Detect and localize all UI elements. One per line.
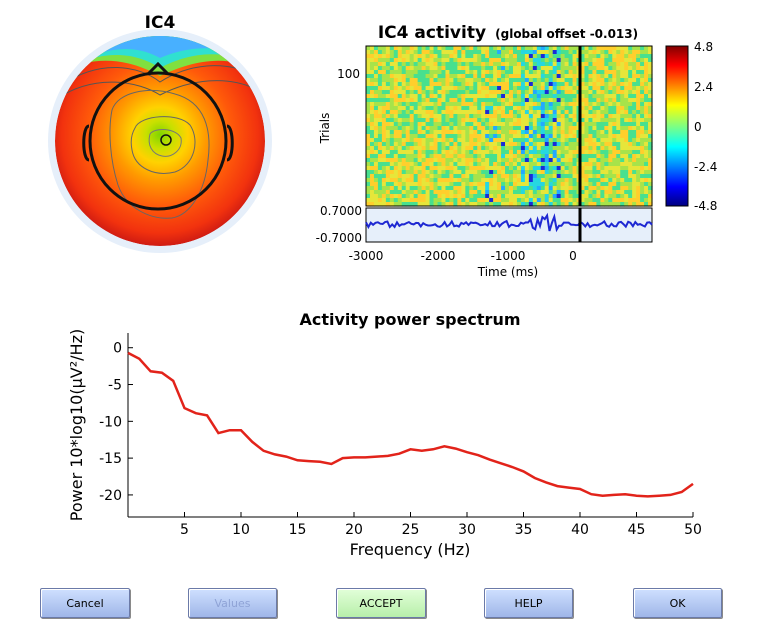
spectrum-xtick-label: 45 — [628, 522, 646, 538]
erp-ylabel: Trials — [318, 113, 332, 145]
cancel-button[interactable]: Cancel — [40, 588, 130, 618]
erp-title-sub: (global offset -0.013) — [495, 27, 638, 41]
erp-title: IC4 activity (global offset -0.013) — [378, 23, 638, 43]
spectrum-xtick-label: 40 — [571, 522, 589, 538]
erp-image-plot — [366, 46, 653, 207]
spectrum-xtick-label: 15 — [289, 522, 307, 538]
trace-tick-bottom: -0.7000 — [316, 231, 362, 245]
values-button[interactable]: Values — [188, 588, 277, 618]
colorbar-tick-2: 0 — [694, 120, 702, 134]
scalp-topography-map — [48, 29, 272, 253]
colorbar-tick-3: -2.4 — [694, 160, 717, 174]
spectrum-ytick-label: -10 — [99, 414, 122, 430]
erp-trace-plot — [365, 207, 653, 243]
erp-xlabel: Time (ms) — [477, 265, 539, 279]
spectrum-xtick-label: 25 — [402, 522, 420, 538]
colorbar-tick-1: 2.4 — [694, 80, 713, 94]
erp-xtick-0: -3000 — [349, 249, 384, 263]
spectrum-ytick-label: -20 — [99, 488, 122, 504]
erp-xtick-1: -2000 — [421, 249, 456, 263]
erp-xtick-3: 0 — [569, 249, 577, 263]
colorbar: 4.8 2.4 0 -2.4 -4.8 — [665, 40, 717, 213]
trial-tick-label-bottom: 0.7000 — [320, 204, 362, 218]
erp-title-main: IC4 activity — [378, 23, 486, 43]
spectrum-xtick-label: 5 — [180, 522, 189, 538]
spectrum-xtick-label: 50 — [684, 522, 702, 538]
spectrum-xtick-label: 10 — [232, 522, 250, 538]
spectrum-ylabel: Power 10*log10(µV²/Hz) — [67, 329, 86, 521]
spectrum-xlabel: Frequency (Hz) — [350, 540, 471, 559]
spectrum-title: Activity power spectrum — [299, 310, 520, 329]
spectrum-xtick-label: 35 — [515, 522, 533, 538]
trial-tick-label: 100 — [337, 67, 360, 81]
help-button[interactable]: HELP — [484, 588, 573, 618]
erp-xtick-2: -1000 — [491, 249, 526, 263]
spectrum-ytick-label: -15 — [99, 451, 122, 467]
spectrum-ytick-label: 0 — [113, 341, 122, 357]
spectrum-series-line — [127, 351, 694, 498]
colorbar-tick-4: -4.8 — [694, 199, 717, 213]
colorbar-tick-0: 4.8 — [694, 40, 713, 54]
topo-title: IC4 — [145, 13, 176, 33]
spectrum-xtick-label: 30 — [458, 522, 476, 538]
spectrum-ytick-label: -5 — [108, 378, 122, 394]
spectrum-xtick-label: 20 — [345, 522, 363, 538]
accept-button[interactable]: ACCEPT — [336, 588, 426, 618]
figure-canvas: IC4 IC4 activity (global offset -0.013) … — [48, 13, 717, 559]
ok-button[interactable]: OK — [633, 588, 722, 618]
